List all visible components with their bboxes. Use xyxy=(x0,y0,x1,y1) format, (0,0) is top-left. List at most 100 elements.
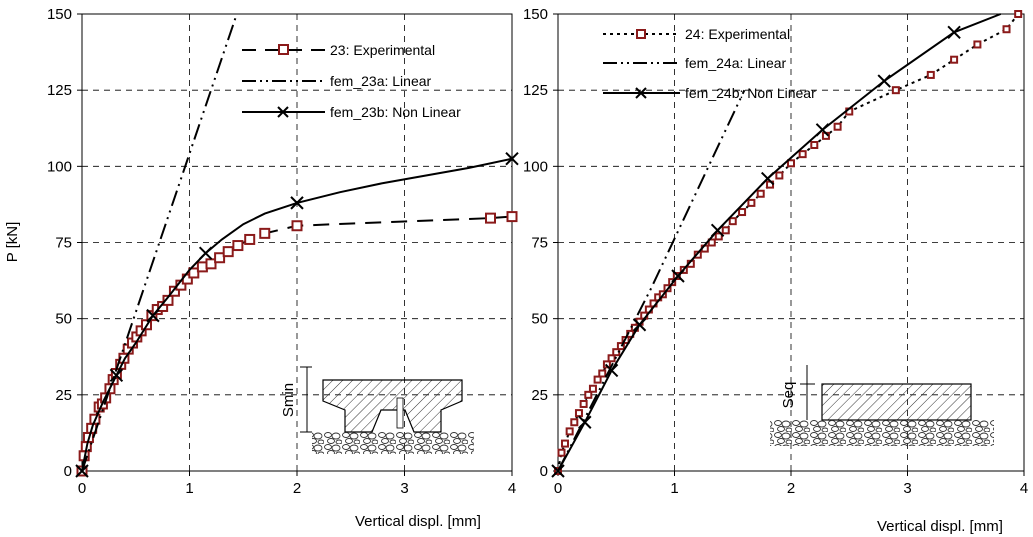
x-marker-1-2 xyxy=(578,415,592,429)
data-point-1-0 xyxy=(926,70,935,79)
data-point-1-0 xyxy=(1014,10,1023,18)
series-left xyxy=(75,13,519,478)
legend-label-23-experimental: 23: Experimental xyxy=(330,42,435,58)
y-tick-label: 125 xyxy=(523,82,548,99)
x-tick-label: 3 xyxy=(903,480,911,497)
data-point-1-0 xyxy=(891,86,900,95)
data-point-1-0 xyxy=(593,375,602,384)
data-point-1-0 xyxy=(579,399,588,408)
x-tick-label: 2 xyxy=(787,480,795,497)
ballast-left-shape xyxy=(312,432,474,454)
x-tick-label: 0 xyxy=(78,480,86,497)
data-point-1-0 xyxy=(833,122,842,131)
legend-marker-fem23b xyxy=(277,106,289,118)
x-tick-label: 2 xyxy=(293,480,301,497)
ballast-right-shape xyxy=(770,420,994,446)
chart-right: 0 1 2 3 4 0 25 50 75 100 125 150 Vertical displ. [m… xyxy=(523,6,1028,535)
y-tick-label: 0 xyxy=(64,463,72,480)
series-line-0-2 xyxy=(81,157,513,472)
y-tick-label: 0 xyxy=(540,463,548,480)
y-tick-label: 25 xyxy=(55,387,72,404)
data-point-1-0 xyxy=(584,390,593,399)
data-point-1-0 xyxy=(574,409,583,418)
y-tick-label: 125 xyxy=(47,82,72,99)
series-right xyxy=(551,10,1023,478)
inset-label-seq: Seq xyxy=(780,382,797,409)
x-axis-label-left: Vertical displ. [mm] xyxy=(355,513,481,530)
data-point-1-0 xyxy=(721,226,730,235)
x-tick-label: 0 xyxy=(554,480,562,497)
legend-label-fem24b: fem_24b: Non Linear xyxy=(685,85,816,101)
inset-sketch-right: Seq xyxy=(770,365,994,446)
slab-shape xyxy=(821,383,972,421)
x-marker-1-2 xyxy=(760,171,775,186)
inset-label-smin: Smin xyxy=(280,383,297,417)
x-marker-0-2 xyxy=(146,308,160,323)
series-line-1-1 xyxy=(557,89,746,472)
x-marker-1-2 xyxy=(671,269,685,283)
series-line-0-1 xyxy=(81,13,238,472)
x-marker-1-2 xyxy=(632,318,647,332)
legend-label-fem23b: fem_23b: Non Linear xyxy=(330,104,461,120)
data-point-1-0 xyxy=(738,208,747,217)
data-point-0-0 xyxy=(291,220,303,232)
x-marker-0-2 xyxy=(198,246,213,260)
data-point-1-0 xyxy=(714,232,723,241)
legend-marker-fem24b xyxy=(635,87,647,99)
data-point-1-0 xyxy=(798,150,807,159)
legend-label-24-experimental: 24: Experimental xyxy=(685,26,790,42)
rail-sleeper-section-shape xyxy=(322,379,463,433)
data-point-1-0 xyxy=(747,198,756,207)
data-point-1-0 xyxy=(950,55,959,64)
series-line-1-0 xyxy=(557,13,1019,472)
data-point-1-0 xyxy=(728,217,737,226)
data-point-0-0 xyxy=(222,246,234,258)
y-tick-label: 50 xyxy=(55,311,72,328)
y-tick-label: 100 xyxy=(523,158,548,175)
x-marker-0-2 xyxy=(75,464,89,478)
data-point-1-0 xyxy=(560,439,569,448)
y-tick-label: 150 xyxy=(523,6,548,23)
data-point-1-0 xyxy=(707,238,716,247)
x-marker-1-2 xyxy=(947,25,961,39)
data-point-1-0 xyxy=(756,189,765,198)
y-tick-label: 75 xyxy=(531,235,548,252)
data-point-1-0 xyxy=(588,384,597,393)
data-point-1-0 xyxy=(973,40,982,49)
x-axis-label-right: Vertical displ. [mm] xyxy=(877,518,1003,535)
data-point-1-0 xyxy=(1002,25,1011,34)
x-tick-label: 1 xyxy=(670,480,678,497)
x-tick-label: 4 xyxy=(508,480,516,497)
data-point-1-0 xyxy=(602,360,611,369)
legend-marker-23-experimental xyxy=(278,44,289,55)
data-point-1-0 xyxy=(810,141,819,150)
x-marker-0-2 xyxy=(290,196,304,210)
data-point-1-0 xyxy=(616,342,625,351)
x-tick-label: 4 xyxy=(1020,480,1028,497)
data-point-1-0 xyxy=(565,427,574,436)
y-tick-label: 100 xyxy=(47,158,72,175)
inset-sketch-left: Smin xyxy=(280,366,474,454)
data-point-0-0 xyxy=(168,285,180,297)
data-point-0-0 xyxy=(485,212,496,224)
data-point-1-0 xyxy=(598,369,607,378)
y-axis-label-left: P [kN] xyxy=(4,222,21,263)
x-marker-1-2 xyxy=(815,123,830,137)
data-point-1-0 xyxy=(570,418,579,427)
sleeper-core-shape xyxy=(396,397,404,429)
x-marker-0-2 xyxy=(505,152,519,166)
data-point-0-0 xyxy=(214,252,226,264)
ticks-left: 0 1 2 3 4 0 25 50 75 100 125 150 xyxy=(47,6,516,497)
y-tick-label: 75 xyxy=(55,235,72,252)
y-tick-label: 150 xyxy=(47,6,72,23)
x-marker-1-2 xyxy=(551,464,565,478)
data-point-1-0 xyxy=(787,159,795,168)
data-point-1-0 xyxy=(775,171,784,180)
legend-label-fem24a: fem_24a: Linear xyxy=(685,55,787,71)
data-point-0-0 xyxy=(232,240,244,252)
data-point-0-0 xyxy=(506,211,518,223)
ticks-right: 0 1 2 3 4 0 25 50 75 100 125 150 xyxy=(523,6,1028,497)
x-marker-1-2 xyxy=(604,363,619,378)
data-point-0-0 xyxy=(244,233,256,245)
